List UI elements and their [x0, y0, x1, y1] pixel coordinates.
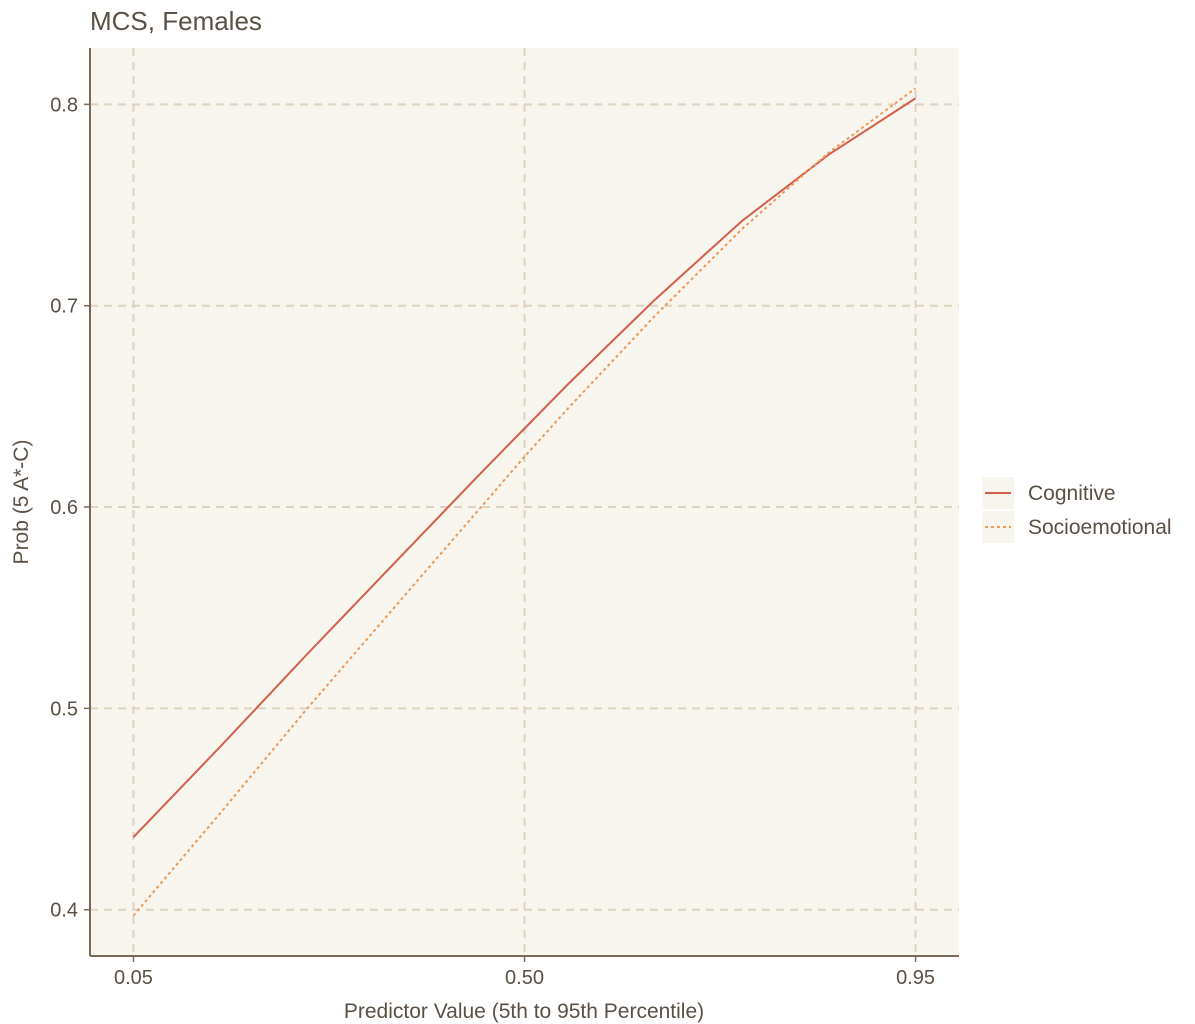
chart-title: MCS, Females: [90, 6, 262, 36]
x-tick-label: 0.50: [505, 967, 544, 989]
y-tick-label: 0.7: [50, 296, 78, 318]
x-axis-title: Predictor Value (5th to 95th Percentile): [344, 1000, 704, 1023]
series-line-cognitive: [132, 97, 917, 838]
x-tick-label: 0.05: [114, 967, 153, 989]
y-tick-label: 0.8: [50, 94, 78, 116]
y-tick-label: 0.5: [50, 698, 78, 720]
series-layer: [132, 87, 917, 917]
x-axis-ticks: 0.05 0.50 0.95: [114, 956, 935, 989]
grid-lines: [90, 48, 959, 956]
legend-label-socioemotional: Socioemotional: [1028, 516, 1172, 539]
legend: Cognitive Socioemotional: [982, 477, 1172, 543]
y-tick-label: 0.4: [50, 900, 78, 922]
y-axis-title: Prob (5 A*-C): [10, 440, 33, 565]
series-line-socioemotional: [132, 87, 917, 917]
legend-label-cognitive: Cognitive: [1028, 482, 1116, 505]
x-tick-label: 0.95: [896, 967, 935, 989]
y-axis-ticks: 0.4 0.5 0.6 0.7 0.8: [50, 94, 90, 922]
y-tick-label: 0.6: [50, 497, 78, 519]
